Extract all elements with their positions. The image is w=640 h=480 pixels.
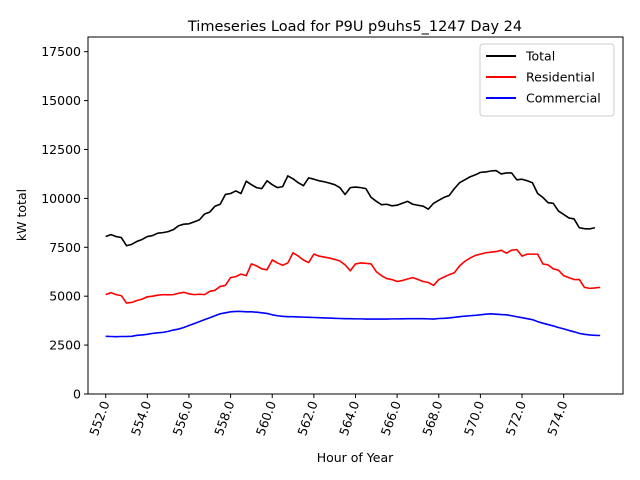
y-tick-label: 2500 [49, 338, 81, 353]
legend-label-residential: Residential [526, 70, 595, 85]
y-tick-label: 17500 [41, 44, 81, 59]
y-tick-label: 7500 [49, 240, 81, 255]
series-line-commercial [105, 310, 601, 338]
legend-label-total: Total [525, 49, 555, 64]
y-tick-label: 12500 [41, 142, 81, 157]
x-axis-label: Hour of Year [317, 450, 394, 465]
series-layer [105, 169, 601, 338]
legend-label-commercial: Commercial [526, 91, 601, 106]
legend: Total Residential Commercial [479, 43, 615, 117]
series-line-total [105, 169, 596, 247]
y-tick-label: 10000 [41, 191, 81, 206]
series-line-residential [105, 248, 601, 304]
chart-title: Timeseries Load for P9U p9uhs5_1247 Day … [187, 19, 522, 35]
y-tick-label: 0 [73, 387, 81, 402]
y-axis-label: kW total [14, 189, 29, 241]
y-axis-ticks: 0 2500 5000 7500 10000 12500 15000 17500 [41, 44, 88, 402]
y-tick-label: 5000 [49, 289, 81, 304]
y-tick-label: 15000 [41, 93, 81, 108]
